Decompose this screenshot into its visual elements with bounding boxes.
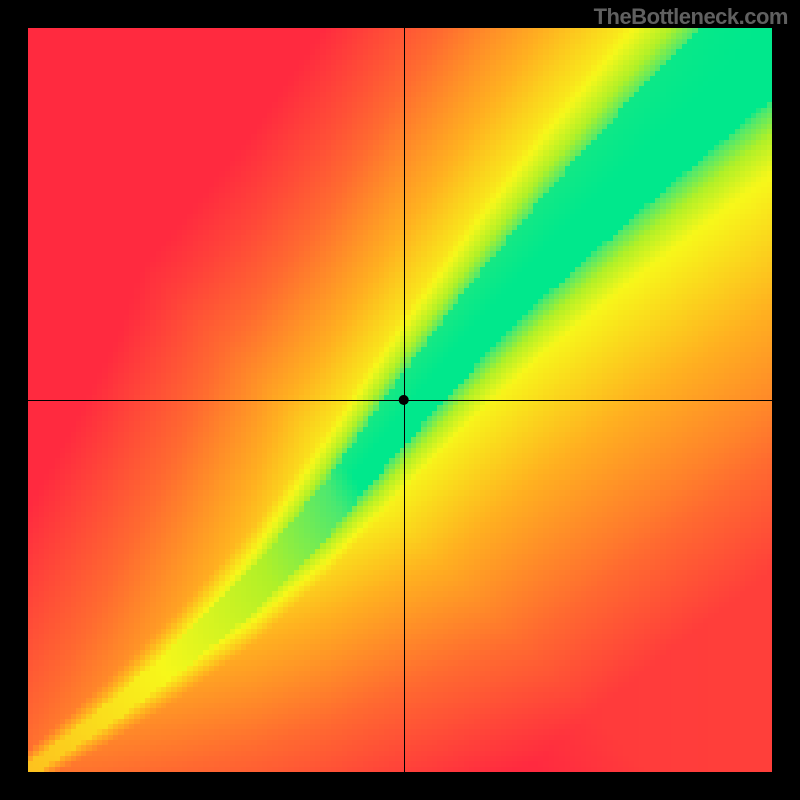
watermark-text: TheBottleneck.com	[594, 4, 788, 30]
bottleneck-heatmap	[0, 0, 800, 800]
chart-container: TheBottleneck.com	[0, 0, 800, 800]
